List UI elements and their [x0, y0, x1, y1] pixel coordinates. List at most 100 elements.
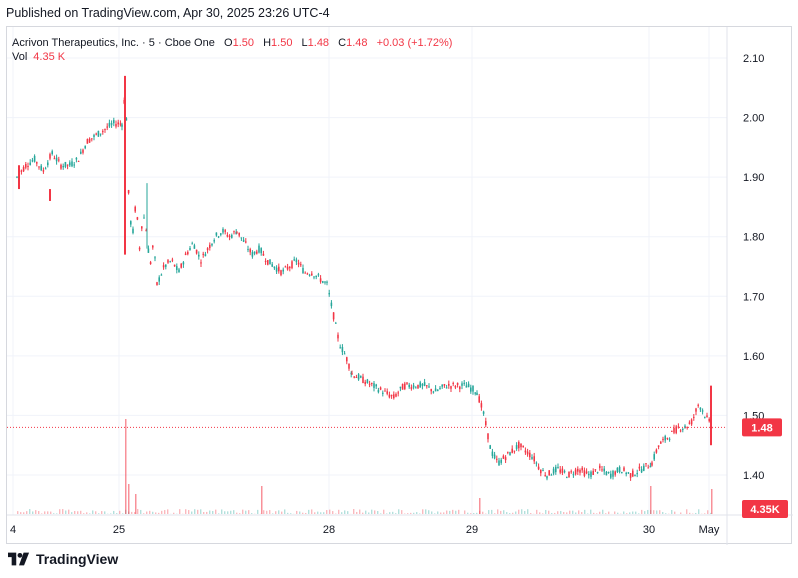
tradingview-brand[interactable]: TradingView — [8, 551, 118, 567]
volume-bar — [482, 511, 484, 514]
volume-bar — [23, 512, 25, 514]
candle-body — [267, 260, 269, 265]
candle-body — [511, 448, 513, 453]
candle-body — [269, 259, 271, 265]
candle-body — [448, 383, 450, 386]
volume-bar — [569, 510, 571, 514]
volume-bar — [353, 509, 355, 514]
candle-body — [621, 471, 623, 474]
candle-body — [417, 384, 419, 389]
candle-body — [655, 449, 658, 453]
candle-body — [300, 264, 302, 266]
legend-high-label: H — [263, 37, 272, 49]
candle-body — [308, 274, 311, 276]
volume-bar — [32, 511, 34, 514]
volume-bar — [272, 513, 274, 514]
candle-body — [487, 433, 489, 440]
candle-body — [496, 458, 498, 460]
volume-bar — [374, 510, 376, 514]
candle-body — [638, 466, 641, 469]
volume-bar — [56, 513, 58, 514]
volume-bar — [194, 509, 196, 514]
candle-body — [36, 162, 38, 164]
volume-bar — [539, 512, 541, 514]
chart-frame[interactable]: 2.10 2.00 1.90 1.80 1.70 1.60 1.50 1.40 4 25 28 29 3… — [6, 26, 793, 545]
volume-bar — [581, 512, 583, 514]
volume-bar — [551, 512, 553, 514]
legend-high-value: 1.50 — [271, 37, 293, 49]
volume-bar — [50, 511, 52, 514]
volume-bar — [401, 510, 403, 514]
volume-bar — [458, 509, 460, 514]
candle-body — [213, 240, 215, 242]
volume-bar — [266, 510, 268, 514]
candle-body — [326, 281, 328, 283]
y-tick-label: 2.00 — [743, 113, 764, 125]
legend-interval: 5 — [148, 37, 155, 49]
candle-body — [339, 347, 341, 349]
volume-bar — [698, 509, 700, 514]
candle-body — [209, 244, 211, 249]
candle-body — [152, 245, 154, 248]
candle-body — [82, 149, 84, 153]
volume-bar — [173, 512, 175, 514]
candle-body — [324, 281, 326, 283]
candle-body — [62, 165, 64, 168]
brand-name: TradingView — [36, 551, 119, 567]
volume-bar — [575, 512, 577, 514]
volume-bar — [143, 513, 145, 514]
candle-body — [540, 469, 542, 474]
candle-body — [502, 455, 505, 459]
candle-body — [647, 467, 649, 469]
candle-body — [317, 274, 320, 276]
volume-bar — [686, 509, 688, 514]
candle-body — [295, 259, 298, 263]
candle-body — [178, 269, 180, 273]
candle-body — [77, 160, 80, 162]
volume-bar — [74, 511, 76, 514]
candle-body — [434, 388, 437, 392]
volume-bar — [596, 513, 598, 514]
candle-body — [550, 474, 553, 476]
volume-bar — [221, 509, 223, 514]
volume-bar — [377, 511, 379, 514]
candle-body — [289, 267, 291, 269]
volume-bar — [707, 510, 709, 514]
volume-bar — [440, 512, 442, 514]
candle-body — [399, 386, 402, 389]
candle-body — [328, 293, 330, 295]
volume-bar — [245, 510, 247, 514]
volume-bar — [320, 512, 322, 514]
candle-body — [84, 146, 86, 149]
volume-bar — [578, 510, 580, 514]
candle-body — [618, 466, 621, 473]
candle-body — [443, 384, 446, 386]
candle-body — [169, 261, 171, 263]
candle-body — [397, 392, 399, 394]
candle-body — [666, 437, 669, 439]
legend-vol-label: Vol — [12, 51, 28, 63]
candle-body — [291, 261, 293, 269]
candle-body — [156, 282, 158, 285]
volume-bar — [62, 509, 64, 514]
volume-bar — [626, 513, 628, 514]
candle-body — [193, 245, 196, 249]
volume-bar — [203, 512, 205, 514]
volume-bar — [365, 510, 367, 514]
candle-body — [93, 134, 95, 137]
candle-body — [585, 471, 588, 474]
candle-body — [485, 421, 487, 426]
candle-body — [382, 392, 384, 394]
price-chart[interactable]: 2.10 2.00 1.90 1.80 1.70 1.60 1.50 1.40 4 25 28 29 3… — [7, 27, 793, 545]
candle-body — [206, 248, 209, 251]
candle-body — [236, 231, 238, 233]
volume-bar — [323, 512, 325, 514]
candle-body — [552, 468, 555, 474]
candle-body — [596, 472, 599, 474]
volume-bar — [494, 513, 496, 514]
candle-body — [649, 465, 652, 468]
volume-bar — [53, 513, 55, 514]
candle-body — [452, 382, 454, 384]
volume-bar — [356, 511, 358, 514]
candle-body — [228, 235, 231, 238]
